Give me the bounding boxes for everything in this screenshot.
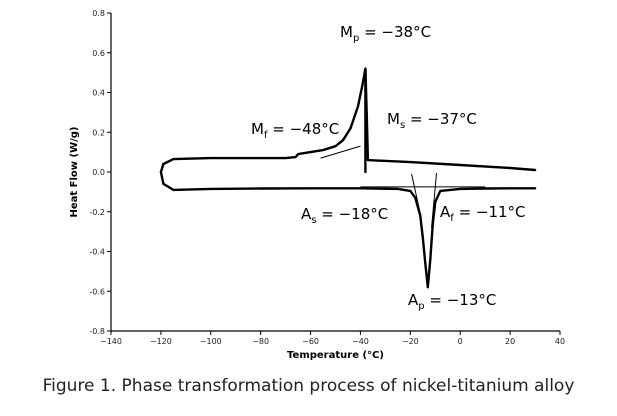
y-tick-label: 0.4 [92, 89, 105, 98]
chart-tangent-group [320, 145, 486, 228]
x-tick-label: −20 [402, 337, 419, 346]
dsc-chart: 0.8 0.6 0.4 0.2 0.0 -0.2 -0.4 -0.6 -0.8−140 −120 −… [69, 9, 565, 360]
x-tick-label: 0 [458, 337, 463, 346]
x-tick-label: −80 [252, 337, 269, 346]
y-tick-label: -0.2 [89, 208, 105, 217]
annotation-label: As = −18°C [301, 205, 388, 226]
annotation-label: Mp = −38°C [340, 23, 431, 44]
x-axis-title: Temperature (°C) [287, 350, 384, 360]
x-tick-label: −140 [100, 337, 122, 346]
series-line-1 [159, 67, 537, 192]
y-tick-label: 0.8 [92, 9, 105, 18]
tangent-line-3 [431, 172, 438, 228]
y-tick-label: -0.6 [89, 287, 105, 296]
x-tick-label: −120 [150, 337, 172, 346]
annotation-label: Af = −11°C [440, 203, 526, 224]
x-tick-label: 40 [555, 337, 565, 346]
chart-annotations: Mp = −38°C Ms = −37°C Mf = −48°C As = −18°C… [251, 23, 526, 312]
series-line-2 [172, 187, 537, 289]
y-tick-label: 0.2 [92, 128, 105, 137]
y-tick-label: 0.6 [92, 49, 105, 58]
y-axis-title: Heat Flow (W/g) [69, 127, 80, 218]
y-tick-label: -0.4 [89, 248, 105, 257]
annotation-label: Mf = −48°C [251, 120, 339, 141]
x-tick-label: −100 [200, 337, 222, 346]
tangent-line-1 [320, 145, 361, 159]
figure-caption: Figure 1. Phase transformation process o… [42, 376, 575, 396]
chart-axes: 0.8 0.6 0.4 0.2 0.0 -0.2 -0.4 -0.6 -0.8−140 −120 −… [89, 9, 565, 346]
y-tick-label: 0.0 [92, 168, 105, 177]
x-tick-label: −60 [302, 337, 319, 346]
x-tick-label: 20 [505, 337, 515, 346]
x-tick-label: −40 [352, 337, 369, 346]
y-tick-label: -0.8 [89, 327, 105, 336]
tangent-line-2 [411, 173, 421, 214]
annotation-label: Ms = −37°C [387, 110, 477, 131]
annotation-label: Ap = −13°C [408, 291, 496, 312]
chart-series-group [159, 67, 537, 289]
